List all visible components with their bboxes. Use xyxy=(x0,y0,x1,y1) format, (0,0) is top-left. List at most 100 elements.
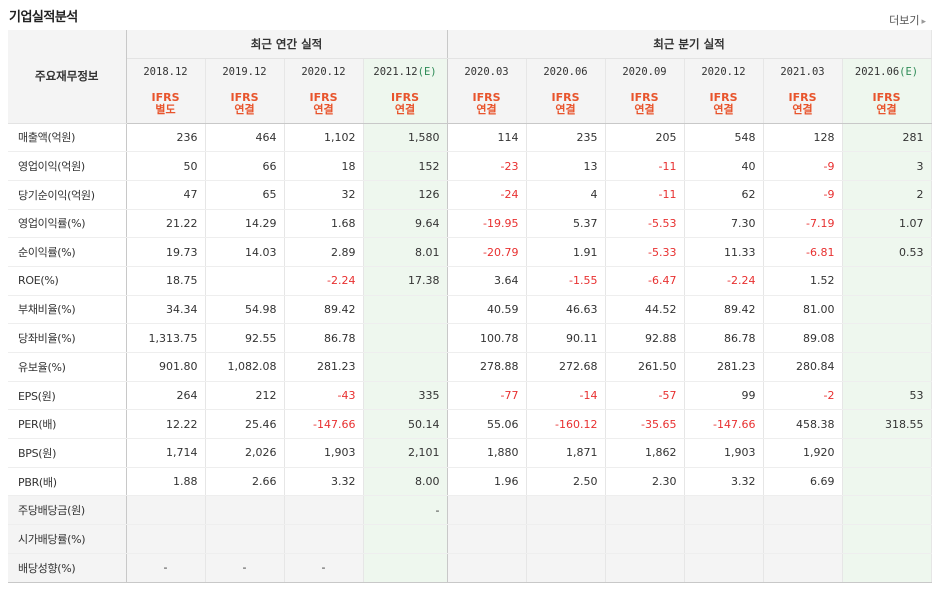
table-cell: 1,714 xyxy=(126,438,206,468)
table-row: 배당성향(%) - - - xyxy=(8,553,932,583)
period-label: 2020.12 xyxy=(301,65,346,78)
table-cell xyxy=(363,553,448,583)
table-cell: -5.33 xyxy=(605,237,685,267)
table-cell: 464 xyxy=(205,123,285,153)
period-label: 2020.06 xyxy=(543,65,588,78)
report-type-header: IFRS 연결 xyxy=(447,85,527,124)
period-header: 2018.12 xyxy=(126,58,206,85)
table-cell: 1,102 xyxy=(284,123,364,153)
table-cell: -2 xyxy=(763,380,843,411)
table-cell xyxy=(684,495,764,526)
table-cell xyxy=(684,553,764,583)
table-cell: 21.22 xyxy=(126,208,206,239)
table-row: 시가배당률(%) xyxy=(8,524,932,554)
report-type-header: IFRS 연결 xyxy=(363,85,448,124)
table-cell: -9 xyxy=(763,180,843,210)
table-cell: - xyxy=(205,553,285,583)
report-scope: 연결 xyxy=(792,102,813,116)
table-cell: 66 xyxy=(205,151,285,181)
table-cell: 32 xyxy=(284,180,364,210)
table-cell: -23 xyxy=(447,151,527,181)
report-standard: IFRS xyxy=(472,90,501,104)
table-cell: 2 xyxy=(842,180,932,210)
table-cell: 114 xyxy=(447,123,527,153)
table-cell: 13 xyxy=(526,151,606,181)
table-cell: -147.66 xyxy=(684,409,764,440)
table-cell: 8.01 xyxy=(363,237,448,267)
table-cell: 2.66 xyxy=(205,467,285,497)
table-row: PBR(배) 1.88 2.66 3.32 8.00 1.96 2.50 2.30 3.32 6.… xyxy=(8,467,932,497)
table-cell: 89.08 xyxy=(763,323,843,353)
period-header: 2019.12 xyxy=(205,58,285,85)
table-cell: -77 xyxy=(447,380,527,411)
period-label: 2020.03 xyxy=(464,65,509,78)
report-type-header: IFRS 연결 xyxy=(605,85,685,124)
table-cell: 1,903 xyxy=(284,438,364,468)
report-type-header: IFRS 연결 xyxy=(763,85,843,124)
table-cell: 264 xyxy=(126,380,206,411)
report-type-header: IFRS 연결 xyxy=(526,85,606,124)
table-cell: 7.30 xyxy=(684,208,764,239)
table-cell: 62 xyxy=(684,180,764,210)
more-link-label: 더보기 xyxy=(889,14,920,27)
table-cell xyxy=(842,352,932,382)
table-cell: -147.66 xyxy=(284,409,364,440)
table-cell: -57 xyxy=(605,380,685,411)
table-row: 매출액(억원) 236 464 1,102 1,580 114 235 205 548 128 28… xyxy=(8,123,932,153)
report-scope: 연결 xyxy=(476,102,497,116)
row-label: 당좌비율(%) xyxy=(8,323,127,353)
more-link[interactable]: 더보기 ▸ xyxy=(889,12,926,28)
row-label: 매출액(억원) xyxy=(8,123,127,153)
table-cell: 40 xyxy=(684,151,764,181)
table-cell: 235 xyxy=(526,123,606,153)
table-cell: 318.55 xyxy=(842,409,932,440)
table-cell xyxy=(842,495,932,526)
table-row: 당기순이익(억원) 47 65 32 126 -24 4 -11 62 -9 2 xyxy=(8,180,932,210)
table-row: EPS(원) 264 212 -43 335 -77 -14 -57 99 -2 53 xyxy=(8,380,932,411)
table-cell: 6.69 xyxy=(763,467,843,497)
table-cell: 1,880 xyxy=(447,438,527,468)
table-cell: 2,101 xyxy=(363,438,448,468)
table-cell xyxy=(205,495,285,526)
table-cell: 34.34 xyxy=(126,294,206,325)
table-cell: -43 xyxy=(284,380,364,411)
table-cell: -11 xyxy=(605,151,685,181)
table-cell xyxy=(605,524,685,554)
table-cell: -14 xyxy=(526,380,606,411)
period-header: 2021.03 xyxy=(763,58,843,85)
table-cell: 1.52 xyxy=(763,266,843,296)
table-cell: 152 xyxy=(363,151,448,181)
table-cell: -11 xyxy=(605,180,685,210)
row-label: ROE(%) xyxy=(8,266,127,296)
table-cell: - xyxy=(363,495,448,526)
quarter-group-header: 최근 분기 실적 xyxy=(447,30,932,59)
table-cell: 100.78 xyxy=(447,323,527,353)
table-cell: 281.23 xyxy=(284,352,364,382)
table-cell: 50.14 xyxy=(363,409,448,440)
table-row: 영업이익(억원) 50 66 18 152 -23 13 -11 40 -9 3 xyxy=(8,151,932,181)
period-header: 2021.12(E) xyxy=(363,58,448,85)
table-row: 영업이익률(%) 21.22 14.29 1.68 9.64 -19.95 5.37 -5.5… xyxy=(8,208,932,239)
report-scope: 연결 xyxy=(634,102,655,116)
report-standard: IFRS xyxy=(551,90,580,104)
table-cell: 901.80 xyxy=(126,352,206,382)
period-label: 2019.12 xyxy=(222,65,267,78)
table-cell: -6.81 xyxy=(763,237,843,267)
table-cell: 1,580 xyxy=(363,123,448,153)
table-row: 당좌비율(%) 1,313.75 92.55 86.78 100.78 90.11 92.8… xyxy=(8,323,932,353)
table-cell: 81.00 xyxy=(763,294,843,325)
row-label: 순이익률(%) xyxy=(8,237,127,267)
report-standard: IFRS xyxy=(630,90,659,104)
table-cell: 2.50 xyxy=(526,467,606,497)
report-scope: 별도 xyxy=(155,102,176,116)
table-cell: 1.91 xyxy=(526,237,606,267)
estimate-mark: (E) xyxy=(899,65,919,78)
row-label: 유보율(%) xyxy=(8,352,127,382)
report-scope: 연결 xyxy=(234,102,255,116)
table-cell: -7.19 xyxy=(763,208,843,239)
table-cell: 1,862 xyxy=(605,438,685,468)
table-cell: 14.29 xyxy=(205,208,285,239)
period-label: 2021.03 xyxy=(780,65,825,78)
row-label: 당기순이익(억원) xyxy=(8,180,127,210)
table-cell: 278.88 xyxy=(447,352,527,382)
